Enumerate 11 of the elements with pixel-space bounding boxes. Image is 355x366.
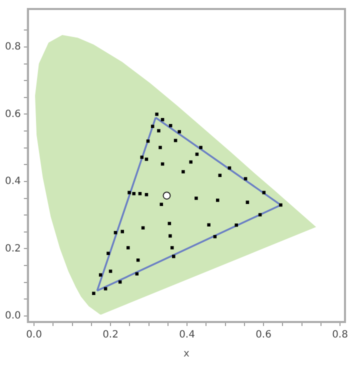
x-tick-label: 0.4 xyxy=(179,330,195,341)
y-tick-label: 0.2 xyxy=(4,243,21,254)
x-tick-label: 0.0 xyxy=(26,330,42,341)
x-tick-label: 0.8 xyxy=(332,330,348,341)
y-tick-label: 0.4 xyxy=(4,176,21,188)
y-tick-label: 0.6 xyxy=(4,108,21,120)
x-tick-label: 0.2 xyxy=(102,330,118,341)
y-tick-label: 0.0 xyxy=(4,310,21,322)
x-axis-title: x xyxy=(183,348,190,360)
x-tick-label: 0.6 xyxy=(256,330,272,341)
y-tick-label: 0.8 xyxy=(4,42,21,53)
